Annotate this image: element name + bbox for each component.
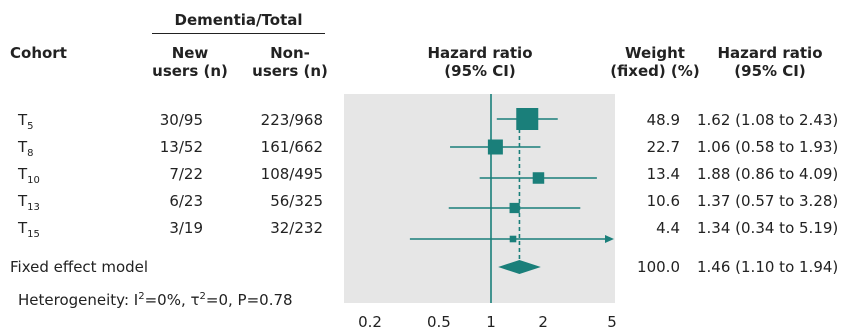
hazard-ratio-value: 1.37 (0.57 to 3.28) xyxy=(697,192,839,210)
weight-value: 10.6 xyxy=(646,192,680,210)
hazard-ratio-plot-header-line2: (95% CI) xyxy=(444,62,516,80)
weight-value: 13.4 xyxy=(646,165,680,183)
weight-value: 4.4 xyxy=(656,219,680,237)
non-users-value: 56/325 xyxy=(270,192,323,210)
hazard-ratio-plot-header-line1: Hazard ratio xyxy=(427,44,533,62)
non-users-value: 223/968 xyxy=(260,111,323,129)
weight-header: Weight (fixed) (%) xyxy=(600,44,710,80)
x-tick-label: 0.2 xyxy=(358,313,382,331)
weight-value: 22.7 xyxy=(646,138,680,156)
new-users-header-line1: New xyxy=(171,44,209,62)
ci-arrow-t15 xyxy=(605,235,614,243)
x-tick-label: 2 xyxy=(538,313,548,331)
hazard-ratio-plot-header: Hazard ratio (95% CI) xyxy=(400,44,560,80)
x-tick-label: 0.5 xyxy=(427,313,451,331)
x-tick-label: 1 xyxy=(486,313,496,331)
summary-hazard-ratio: 1.46 (1.10 to 1.94) xyxy=(697,258,839,276)
hazard-ratio-value: 1.06 (0.58 to 1.93) xyxy=(697,138,839,156)
cohort-label: T8 xyxy=(18,138,34,159)
summary-weight: 100.0 xyxy=(637,258,680,276)
new-users-value: 3/19 xyxy=(169,219,203,237)
new-users-value: 13/52 xyxy=(159,138,203,156)
cohort-label: T5 xyxy=(18,111,34,132)
non-users-value: 108/495 xyxy=(260,165,323,183)
new-users-value: 6/23 xyxy=(169,192,203,210)
hazard-ratio-value: 1.62 (1.08 to 2.43) xyxy=(697,111,839,129)
cohort-label: T10 xyxy=(18,165,40,186)
point-estimate-t15 xyxy=(509,235,517,243)
hazard-ratio-text-header-line1: Hazard ratio xyxy=(717,44,823,62)
group-label: Dementia/Total xyxy=(174,11,303,29)
summary-label: Fixed effect model xyxy=(10,258,149,276)
cohort-label: T15 xyxy=(18,219,40,240)
new-users-value: 30/95 xyxy=(159,111,203,129)
new-users-header-line2: users (n) xyxy=(152,62,228,80)
x-tick-label: 5 xyxy=(607,313,617,331)
hazard-ratio-value: 1.34 (0.34 to 5.19) xyxy=(697,219,839,237)
hazard-ratio-text-header: Hazard ratio (95% CI) xyxy=(700,44,840,80)
weight-header-line1: Weight xyxy=(625,44,685,62)
hazard-ratio-value: 1.88 (0.86 to 4.09) xyxy=(697,165,839,183)
point-estimate-t13 xyxy=(509,202,520,214)
weight-value: 48.9 xyxy=(646,111,680,129)
point-estimate-t10 xyxy=(532,172,545,184)
point-estimate-t5 xyxy=(516,108,539,130)
point-estimate-t8 xyxy=(487,139,503,155)
non-users-header-line1: Non- xyxy=(270,44,310,62)
non-users-header-line2: users (n) xyxy=(252,62,328,80)
non-users-value: 161/662 xyxy=(260,138,323,156)
plot-panel xyxy=(344,94,615,303)
weight-header-line2: (fixed) (%) xyxy=(610,62,700,80)
group-underline xyxy=(152,33,325,34)
pooled-diamond xyxy=(498,260,541,274)
new-users-header: New users (n) xyxy=(135,44,245,80)
cohort-label: T13 xyxy=(18,192,40,213)
new-users-value: 7/22 xyxy=(169,165,203,183)
non-users-header: Non- users (n) xyxy=(235,44,345,80)
cohort-header: Cohort xyxy=(10,44,67,62)
heterogeneity-text: Heterogeneity: I2=0%, τ2=0, P=0.78 xyxy=(18,291,293,309)
non-users-value: 32/232 xyxy=(270,219,323,237)
hazard-ratio-text-header-line2: (95% CI) xyxy=(734,62,806,80)
